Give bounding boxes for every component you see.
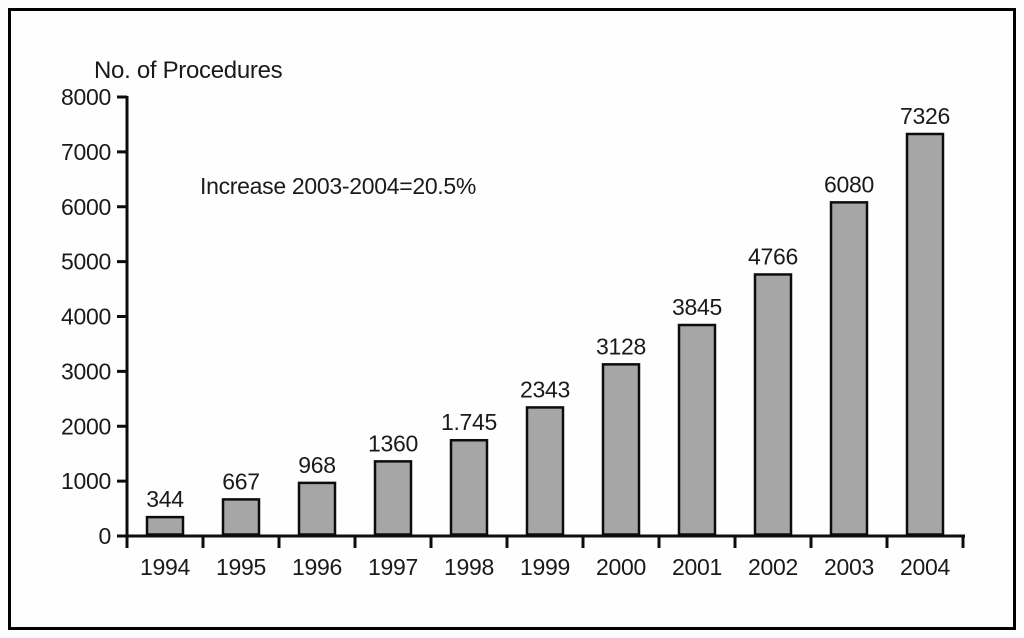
bar-value-label-2000: 3128 [596,333,646,359]
bar-2000 [601,363,641,536]
bar-value-label-2001: 3845 [672,294,722,320]
x-category-label-1998: 1998 [444,554,494,580]
y-tick-label-1000: 1000 [61,468,111,494]
x-category-label-1995: 1995 [216,554,266,580]
bar-1998 [449,438,489,536]
x-category-label-1996: 1996 [292,554,342,580]
x-category-label-1999: 1999 [520,554,570,580]
y-tick-label-6000: 6000 [61,194,111,220]
x-category-label-2002: 2002 [748,554,798,580]
y-tick-label-5000: 5000 [61,249,111,275]
bar-1994 [145,515,185,536]
x-category-label-1997: 1997 [368,554,418,580]
bar-1999 [525,406,565,536]
bar-2002 [753,273,793,536]
y-tick-label-2000: 2000 [61,413,111,439]
bar-value-label-1994: 344 [146,486,184,512]
x-category-label-2000: 2000 [596,554,646,580]
y-tick-label-3000: 3000 [61,358,111,384]
bar-1997 [373,460,413,536]
bar-value-label-1997: 1360 [368,430,418,456]
y-tick-label-8000: 8000 [61,84,111,110]
x-category-label-1994: 1994 [140,554,190,580]
y-tick-label-4000: 4000 [61,304,111,330]
bar-value-label-1995: 667 [222,468,259,494]
y-tick-label-7000: 7000 [61,139,111,165]
chart-title: No. of Procedures [94,57,283,84]
bar-2003 [829,201,869,536]
y-tick-label-0: 0 [99,523,112,549]
chart-annotation: Increase 2003-2004=20.5% [200,173,477,199]
bar-value-label-2002: 4766 [748,243,798,269]
bar-value-label-2003: 6080 [824,171,874,197]
bar-value-label-2004: 7326 [900,103,950,129]
bar-1995 [221,498,261,536]
x-category-label-2001: 2001 [672,554,722,580]
bar-2004 [905,132,945,536]
bar-2001 [677,323,717,536]
bar-value-label-1999: 2343 [520,376,570,402]
x-category-label-2004: 2004 [900,554,950,580]
bar-value-label-1998: 1.745 [441,409,497,435]
bar-value-label-1996: 968 [298,452,335,478]
x-category-label-2003: 2003 [824,554,874,580]
bar-1996 [297,481,337,536]
